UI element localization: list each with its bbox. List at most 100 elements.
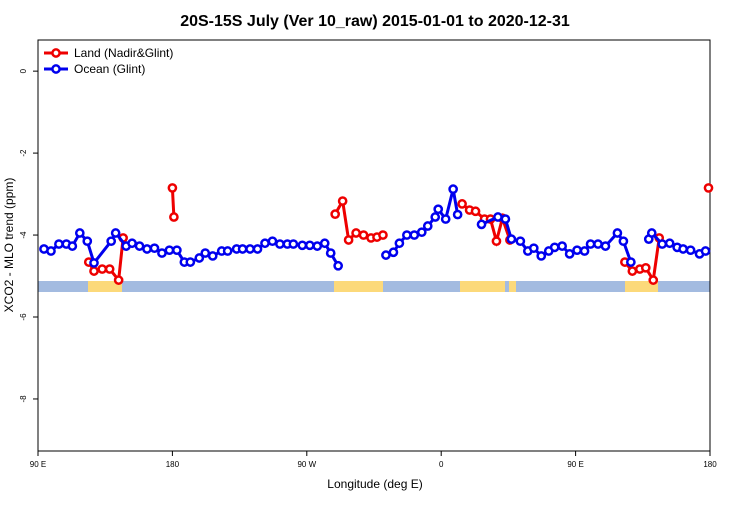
data-point	[579, 246, 590, 256]
land-band	[509, 281, 516, 292]
y-tick-label: -8	[19, 395, 28, 403]
x-tick-label: 90 W	[297, 460, 316, 469]
legend: Land (Nadir&Glint) Ocean (Glint)	[44, 46, 173, 76]
data-point	[267, 236, 278, 247]
data-point	[164, 245, 175, 256]
data-point	[74, 228, 85, 238]
data-point	[572, 245, 582, 256]
data-point	[648, 275, 659, 285]
data-point	[448, 184, 458, 195]
data-point	[104, 264, 115, 274]
data-point	[416, 227, 427, 238]
data-point	[169, 212, 179, 222]
data-point	[491, 236, 502, 247]
legend-marker	[51, 64, 61, 74]
legend-label: Land (Nadir&Glint)	[74, 46, 173, 60]
data-point	[113, 275, 124, 285]
data-point	[394, 238, 405, 249]
data-point	[222, 246, 233, 256]
data-point	[430, 212, 441, 222]
plot-frame	[37, 39, 711, 452]
data-point	[640, 262, 651, 273]
data-point	[528, 243, 539, 254]
data-point	[325, 248, 336, 258]
data-point	[564, 249, 575, 259]
data-point	[402, 230, 412, 240]
data-point	[337, 196, 348, 206]
data-point	[54, 239, 64, 249]
data-point	[470, 206, 481, 217]
data-point	[500, 214, 511, 224]
data-point	[549, 242, 560, 253]
data-point	[678, 244, 688, 254]
data-point	[275, 239, 285, 249]
data-point	[127, 238, 137, 249]
data-point	[685, 245, 696, 256]
series-line	[43, 188, 707, 267]
x-tick-label: 0	[439, 460, 444, 469]
x-tick-label: 90 E	[30, 460, 46, 469]
data-point	[134, 241, 145, 251]
data-point	[157, 248, 167, 258]
data-point	[700, 246, 711, 256]
data-point	[593, 239, 603, 249]
land-band	[460, 281, 505, 292]
chart-title: 20S-15S July (Ver 10_raw) 2015-01-01 to …	[180, 13, 570, 30]
data-point	[618, 236, 629, 247]
y-tick-label: -4	[19, 231, 28, 239]
data-point	[207, 251, 218, 261]
data-point	[626, 257, 636, 267]
data-point	[664, 238, 675, 249]
land-band	[88, 281, 122, 292]
data-point	[245, 244, 255, 254]
y-tick-label: 0	[19, 68, 28, 73]
data-point	[312, 241, 323, 251]
x-tick-label: 90 E	[567, 460, 583, 469]
data-point	[97, 264, 108, 274]
data-point	[319, 238, 330, 249]
data-point	[67, 241, 78, 251]
data-point	[185, 257, 196, 267]
data-point	[82, 236, 93, 247]
data-point	[433, 204, 444, 215]
data-point	[657, 239, 668, 249]
land-band	[334, 281, 383, 292]
x-tick-label: 180	[166, 460, 180, 469]
data-point	[600, 241, 611, 251]
data-point	[172, 245, 182, 256]
data-point	[612, 228, 623, 238]
data-point	[457, 199, 467, 209]
x-axis-label: Longitude (deg E)	[327, 477, 422, 491]
data-point	[440, 214, 451, 224]
land-band	[625, 281, 658, 292]
legend-label: Ocean (Glint)	[74, 62, 145, 76]
data-point	[381, 250, 391, 260]
data-point	[288, 239, 299, 249]
data-point	[110, 228, 121, 238]
data-point	[452, 209, 463, 220]
data-point	[106, 236, 117, 247]
data-point	[149, 243, 160, 254]
data-point	[89, 258, 99, 268]
y-tick-label: -6	[19, 313, 28, 321]
data-point	[378, 230, 388, 240]
data-point	[167, 183, 178, 193]
x-tick-label: 180	[703, 460, 717, 469]
data-point	[237, 244, 248, 254]
y-tick-label: -2	[19, 149, 28, 157]
data-point	[506, 234, 517, 244]
data-point	[200, 248, 211, 258]
data-point	[46, 246, 56, 256]
data-point	[304, 240, 315, 251]
data-point	[536, 251, 547, 261]
data-point	[409, 230, 420, 240]
data-point	[260, 238, 270, 249]
data-point	[343, 235, 354, 245]
data-point	[703, 183, 714, 193]
data-point	[388, 247, 399, 258]
data-point	[493, 212, 503, 222]
data-point	[627, 266, 638, 276]
data-point	[142, 244, 152, 254]
data-point	[358, 230, 369, 240]
